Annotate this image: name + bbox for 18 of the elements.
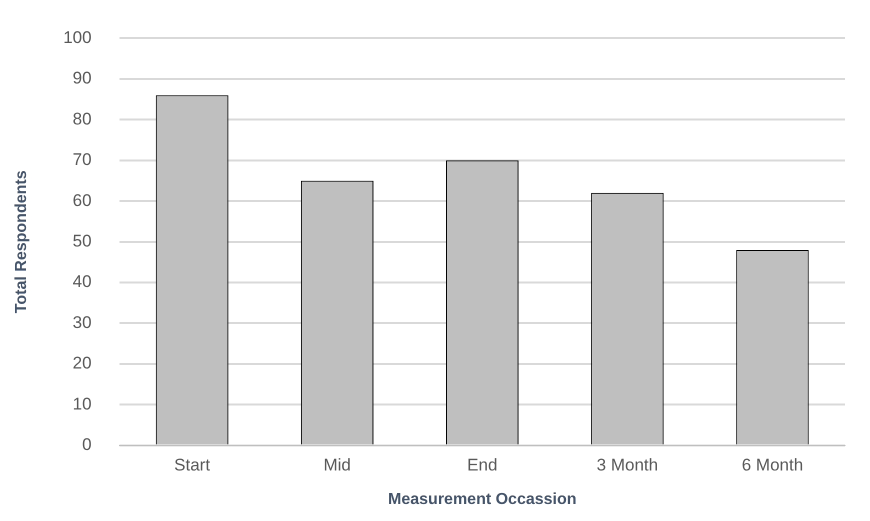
x-tick-label: Mid — [323, 455, 351, 474]
y-tick-label: 40 — [72, 272, 92, 292]
y-tick-label: 80 — [72, 109, 92, 128]
y-tick-label: 90 — [72, 68, 92, 88]
y-tick-label: 50 — [72, 231, 92, 250]
y-tick-label: 20 — [72, 354, 92, 373]
y-tick-label: 100 — [63, 28, 92, 47]
y-tick-label: 70 — [72, 150, 92, 170]
x-axis-title: Measurement Occassion — [388, 490, 577, 508]
y-axis-title: Total Respondents — [13, 170, 30, 314]
y-tick-label: 60 — [72, 190, 92, 210]
x-tick-label: 3 Month — [596, 455, 658, 474]
x-tick-label: 6 Month — [742, 455, 804, 474]
x-tick-label: Start — [174, 455, 210, 474]
y-tick-label: 0 — [82, 435, 92, 454]
x-tick-label: End — [467, 455, 498, 474]
y-tick-label: 30 — [72, 312, 92, 332]
y-tick-label: 10 — [72, 394, 92, 414]
